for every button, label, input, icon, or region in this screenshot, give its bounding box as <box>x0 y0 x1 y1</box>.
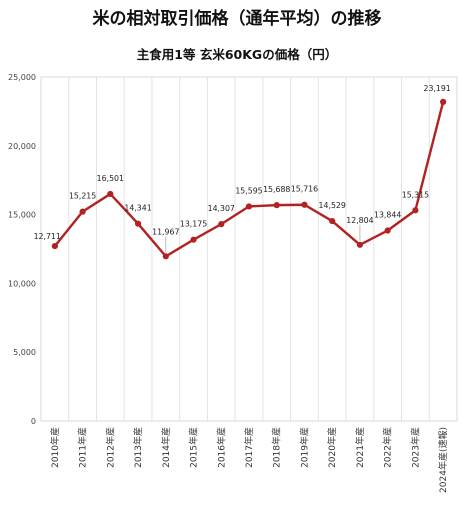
data-label: 14,307 <box>208 204 235 213</box>
x-tick-label: 2022年産 <box>382 427 394 468</box>
data-point <box>245 203 253 210</box>
y-tick-label: 0 <box>31 417 36 426</box>
data-label: 13,175 <box>180 220 207 229</box>
data-point <box>218 221 225 228</box>
data-point <box>384 227 391 234</box>
x-tick-label: 2015年産 <box>188 427 200 468</box>
x-tick-label: 2023年産 <box>409 427 421 468</box>
x-tick-label: 2020年産 <box>326 427 338 468</box>
x-tick-label: 2018年産 <box>271 427 283 468</box>
x-tick-label: 2021年産 <box>354 427 366 468</box>
plot-area <box>40 76 458 422</box>
chart-title: 米の相対取引価格（通年平均）の推移 <box>92 9 382 29</box>
x-tick-label: 2011年産 <box>77 427 89 468</box>
data-label: 16,501 <box>97 174 124 183</box>
data-label: 15,716 <box>291 185 318 194</box>
chart-subtitle: 主食用1等 玄米60KGの価格（円） <box>136 47 338 62</box>
data-label: 15,595 <box>235 186 262 195</box>
x-tick-label: 2013年産 <box>132 427 144 468</box>
y-tick-label: 10,000 <box>8 279 36 288</box>
data-point <box>79 208 86 215</box>
data-label: 14,341 <box>124 204 151 213</box>
data-point <box>190 236 197 243</box>
data-point <box>301 201 308 208</box>
x-tick-label: 2017年産 <box>243 427 255 468</box>
data-label: 11,967 <box>152 227 179 236</box>
x-tick-label: 2016年産 <box>215 427 227 468</box>
data-point <box>356 241 364 248</box>
data-label: 15,215 <box>69 192 96 201</box>
x-tick-label: 2019年産 <box>298 427 310 468</box>
data-point <box>440 98 447 105</box>
data-point <box>273 202 280 209</box>
data-label: 15,315 <box>402 190 429 199</box>
data-label: 12,804 <box>346 216 373 225</box>
y-tick-label: 15,000 <box>8 211 36 220</box>
data-label: 14,529 <box>319 201 346 210</box>
y-tick-label: 20,000 <box>8 142 36 151</box>
data-point <box>107 190 114 198</box>
data-point <box>412 207 419 214</box>
data-point <box>134 220 142 227</box>
y-tick-label: 5,000 <box>13 348 36 357</box>
data-label: 23,191 <box>423 84 450 93</box>
y-tick-label: 25,000 <box>8 73 36 82</box>
x-tick-label: 2014年産 <box>160 427 172 468</box>
data-point <box>162 253 169 260</box>
data-label: 12,711 <box>34 232 61 241</box>
x-tick-label: 2010年産 <box>49 427 61 468</box>
x-tick-label: 2024年産(速報) <box>437 427 449 493</box>
data-point <box>51 242 58 250</box>
data-label: 13,844 <box>374 211 401 220</box>
data-label: 15,688 <box>263 185 290 194</box>
data-point <box>329 217 336 225</box>
x-tick-label: 2012年産 <box>104 427 116 468</box>
